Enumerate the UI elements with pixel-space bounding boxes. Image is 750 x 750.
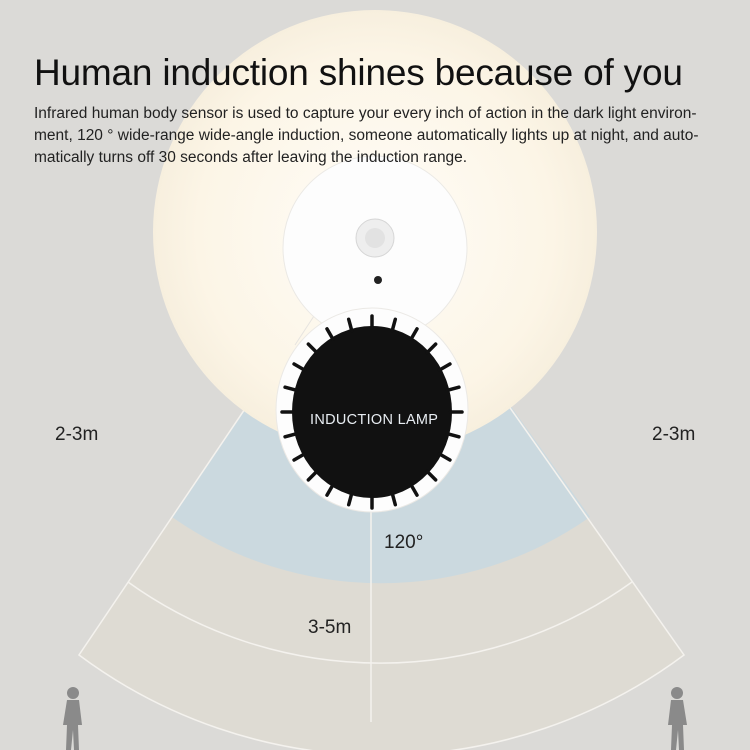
light-sensor-dot bbox=[374, 276, 382, 284]
description: Infrared human body sensor is used to ca… bbox=[34, 105, 699, 166]
middle-arc bbox=[127, 581, 633, 664]
lamp-tick bbox=[425, 342, 438, 355]
pir-lens bbox=[365, 228, 385, 248]
lamp-face bbox=[292, 326, 452, 498]
lamp-tick bbox=[409, 482, 419, 497]
lamp-tick bbox=[325, 482, 335, 497]
right-range-label: 2-3m bbox=[652, 424, 696, 445]
angle-label: 120° bbox=[384, 532, 424, 553]
zone-edges bbox=[77, 214, 686, 750]
lamp-tick bbox=[425, 469, 438, 482]
lamp-label: INDUCTION LAMP bbox=[310, 412, 439, 428]
lamp-ticks bbox=[280, 314, 464, 510]
person-silhouette-right-icon bbox=[668, 687, 687, 750]
lamp-tick bbox=[292, 452, 307, 462]
lamp-tick bbox=[346, 491, 354, 507]
lamp-tick bbox=[283, 385, 299, 393]
lamp-tick bbox=[437, 362, 452, 372]
lamp-tick bbox=[390, 317, 398, 333]
left-range-label: 2-3m bbox=[55, 424, 99, 445]
lamp-tick bbox=[445, 385, 461, 393]
far-range-label: 3-5m bbox=[308, 617, 352, 638]
lamp-tick bbox=[325, 327, 335, 342]
lamp-tick bbox=[445, 431, 461, 439]
lamp-tick bbox=[409, 327, 419, 342]
lamp-tick bbox=[306, 469, 319, 482]
lamp-tick bbox=[292, 362, 307, 372]
lamp-tick bbox=[306, 342, 319, 355]
lamp-tick bbox=[283, 431, 299, 439]
person-silhouette-left-icon bbox=[63, 687, 82, 750]
lamp-tick bbox=[346, 317, 354, 333]
lamp-tick bbox=[390, 491, 398, 507]
lamp-tick bbox=[437, 452, 452, 462]
page-title: Human induction shines because of you bbox=[34, 52, 683, 93]
